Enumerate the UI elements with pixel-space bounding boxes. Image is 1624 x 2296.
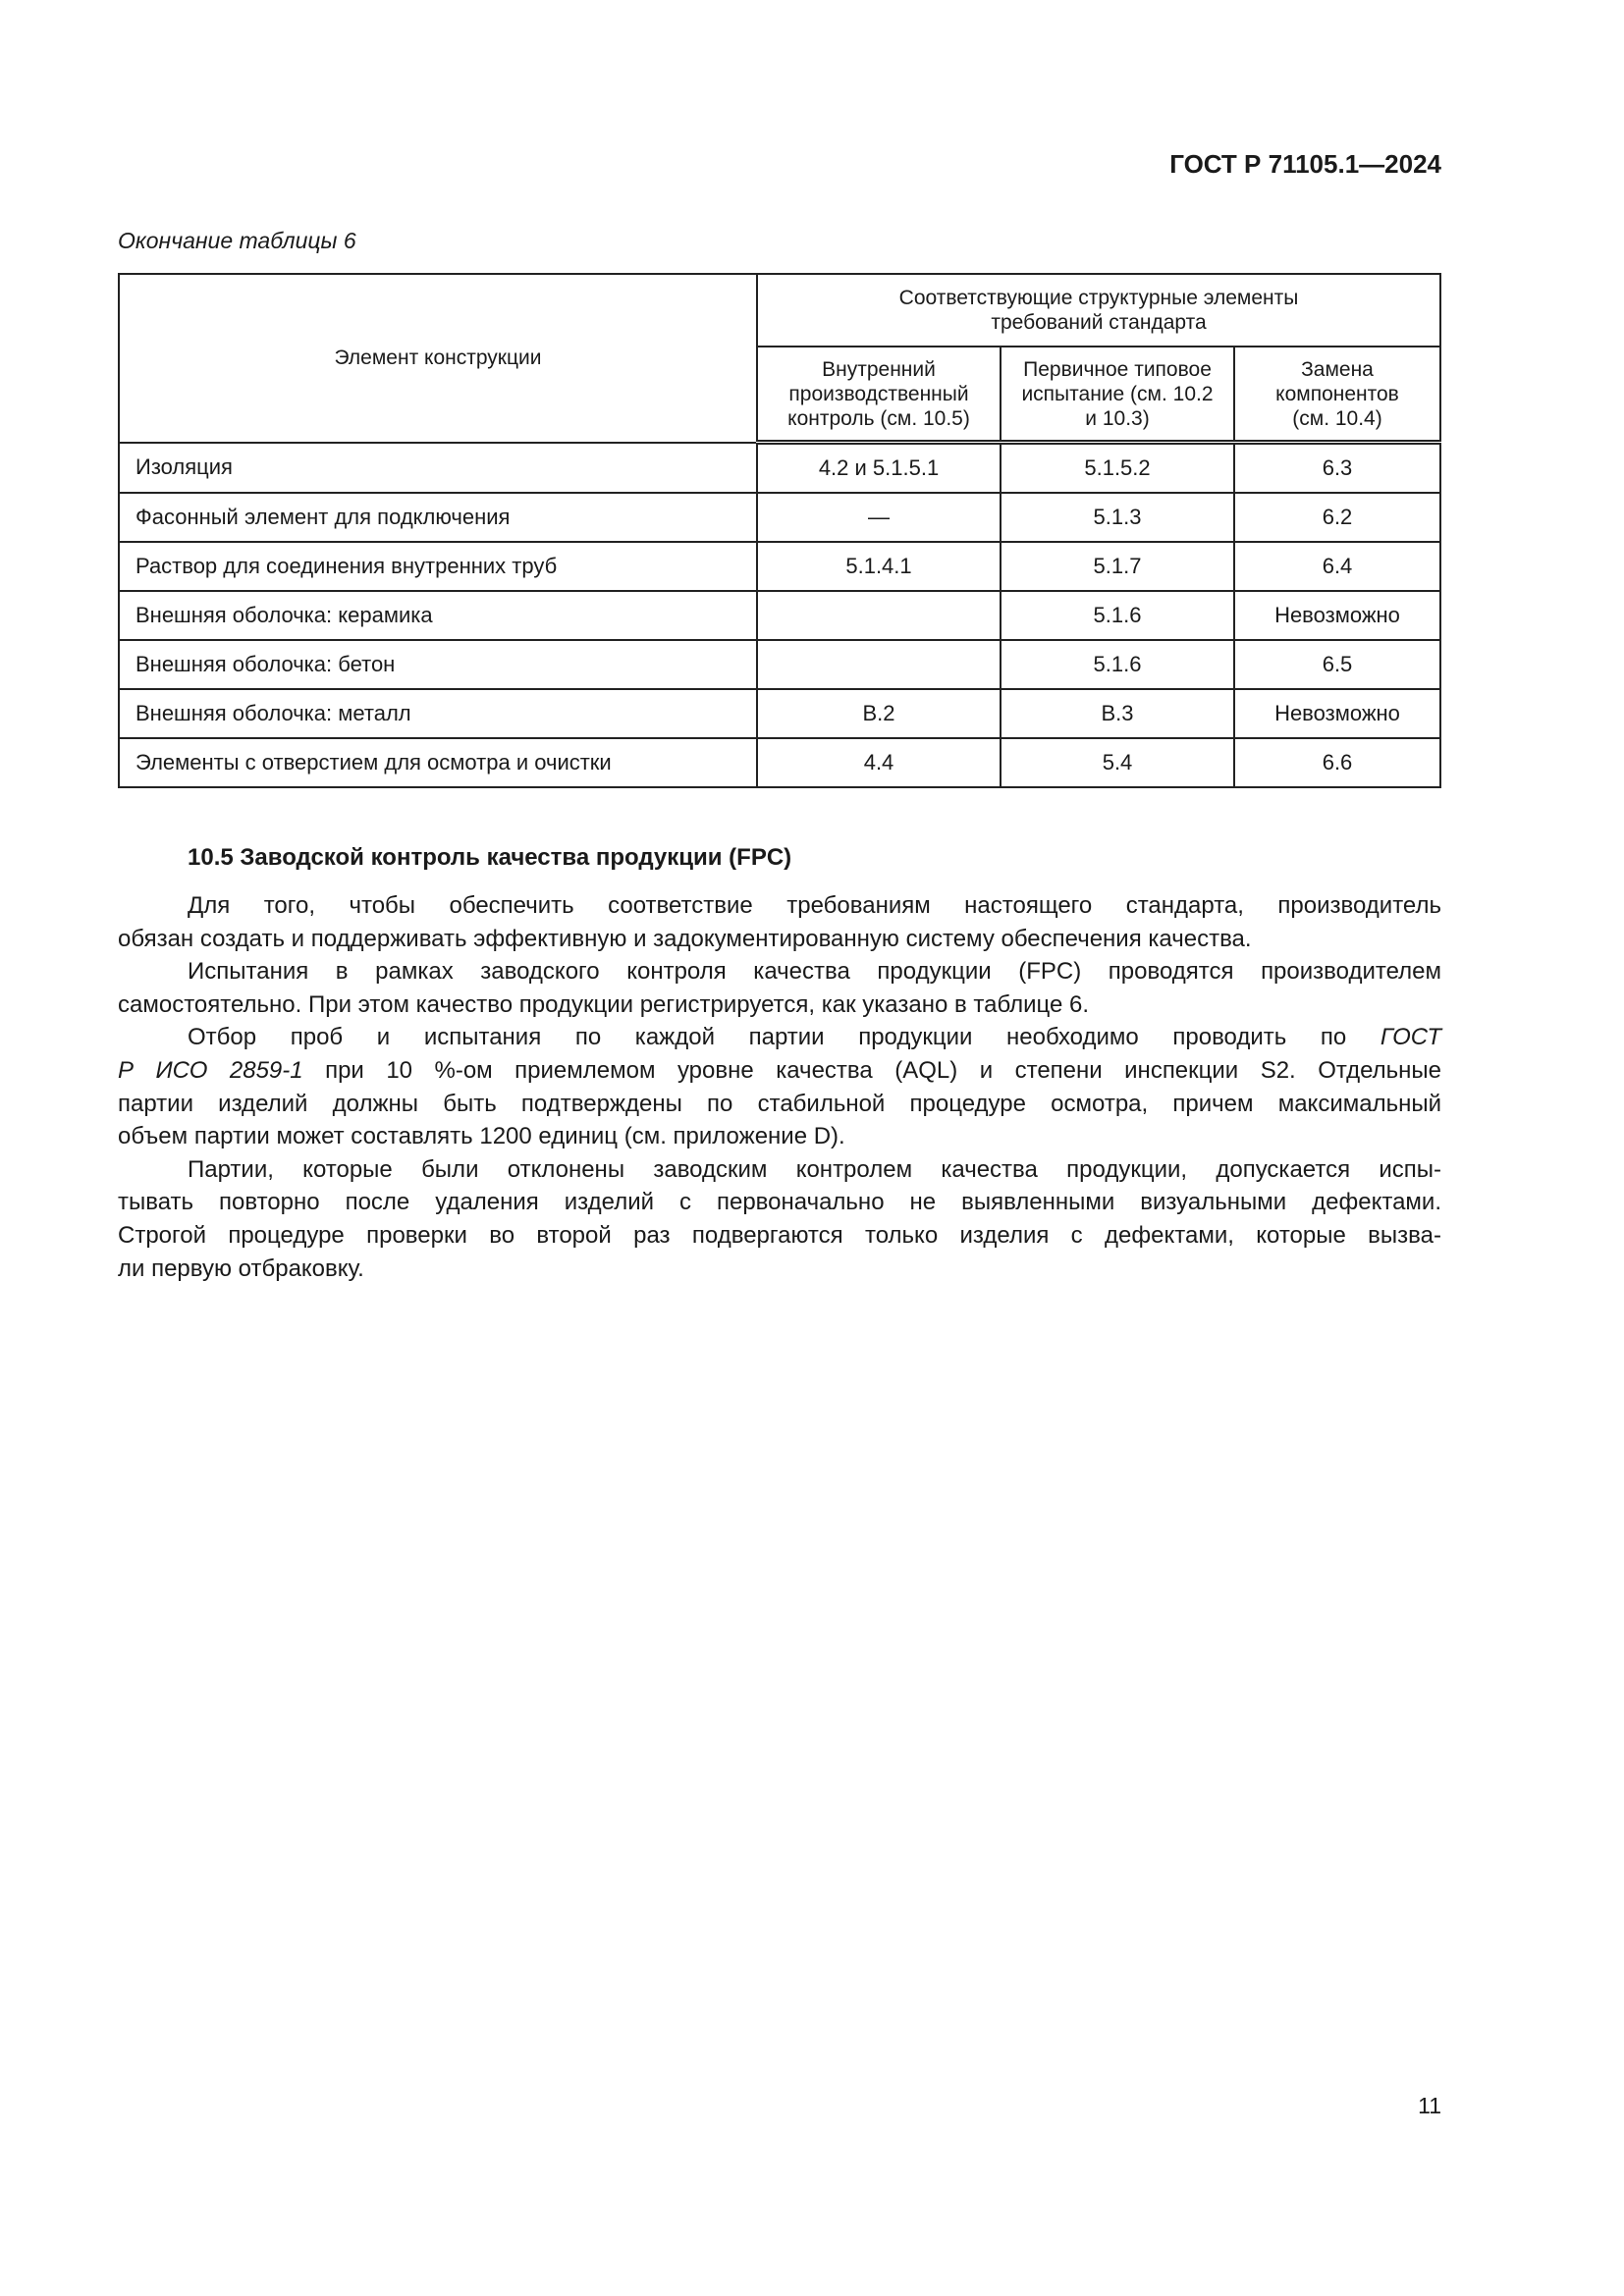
reference-cell [756,639,1001,690]
table-row: Внешняя оболочка: керамика 5.1.6 Невозможн… [118,590,1441,641]
elements-table: Элемент конструкции Соответствующие стру… [118,273,1441,788]
text-run: при 10 %-ом приемлемом уровне качества (… [302,1056,1441,1084]
standard-reference: Р ИСО 2859-1 [118,1056,303,1084]
reference-cell [756,590,1001,641]
standard-reference: ГОСТ [1380,1024,1441,1051]
text-line: Партии, которые были отклонены заводским… [188,1155,1441,1183]
text-line: Отбор проб и испытания по каждой партии … [118,1021,1441,1054]
text-run: Отбор проб и испытания по каждой партии … [188,1024,1380,1051]
table-row: Внешняя оболочка: бетон 5.1.6 6.5 [118,639,1441,690]
element-name-cell: Фасонный элемент для подключения [118,492,758,543]
col-header-text: Первичное типовое испытание (см. 10.2 и … [1021,357,1214,430]
text-line: Испытания в рамках заводского контроля к… [188,958,1441,986]
col-header-internal-control: Внутренний производственный контроль (см… [756,346,1001,445]
text-line: партии изделий должны быть подтверждены … [118,1090,1441,1117]
reference-cell: 5.1.4.1 [756,541,1001,592]
group-header-text: Соответствующие структурные элементы тре… [898,287,1299,334]
col-header-type-test: Первичное типовое испытание (см. 10.2 и … [1000,346,1235,445]
col-header-text: Внутренний производственный контроль (см… [787,357,970,430]
text-line: ли первую отбраковку. [118,1255,364,1282]
text-line: обязан создать и поддерживать эффективну… [118,925,1252,952]
col-header-replacement: Замена компонентов (см. 10.4) [1233,346,1441,445]
reference-cell: 5.4 [1000,737,1235,788]
text-line: тывать повторно после удаления изделий с… [118,1189,1441,1216]
element-name-cell: Элементы с отверстием для осмотра и очис… [118,737,758,788]
col-header-element: Элемент конструкции [118,273,758,444]
reference-cell: B.2 [756,688,1001,739]
reference-cell: — [756,492,1001,543]
text-line: Р ИСО 2859-1 при 10 %-ом приемлемом уров… [118,1054,1441,1088]
reference-cell: 5.1.3 [1000,492,1235,543]
group-header: Соответствующие структурные элементы тре… [756,273,1441,347]
element-name-cell: Внешняя оболочка: бетон [118,639,758,690]
reference-cell: 5.1.7 [1000,541,1235,592]
text-line: Для того, чтобы обеспечить соответствие … [188,892,1441,919]
element-name-cell: Внешняя оболочка: керамика [118,590,758,641]
reference-cell: 5.1.6 [1000,590,1235,641]
reference-cell: 4.2 и 5.1.5.1 [756,441,1001,494]
col-header-text: Замена компонентов (см. 10.4) [1275,357,1399,430]
reference-cell: 6.2 [1233,492,1441,543]
section-heading: 10.5 Заводской контроль качества продукц… [188,844,792,871]
reference-cell: 6.6 [1233,737,1441,788]
document-id: ГОСТ Р 71105.1—2024 [1169,149,1441,179]
reference-cell: 6.3 [1233,441,1441,494]
reference-cell: 6.5 [1233,639,1441,690]
table-row: Раствор для соединения внутренних труб 5.… [118,541,1441,592]
reference-cell: Невозможно [1233,590,1441,641]
table-row: Внешняя оболочка: металл B.2 B.3 Невозможно [118,688,1441,739]
table-row: Элементы с отверстием для осмотра и очис… [118,737,1441,788]
reference-cell: 6.4 [1233,541,1441,592]
section-body: Для того, чтобы обеспечить соответствие … [118,889,1441,1285]
table-caption: Окончание таблицы 6 [118,228,356,253]
element-name-cell: Раствор для соединения внутренних труб [118,541,758,592]
table-row: Фасонный элемент для подключения —5.1.3 6.… [118,492,1441,543]
reference-cell: 4.4 [756,737,1001,788]
reference-cell: Невозможно [1233,688,1441,739]
page-number: 11 [1418,2093,1441,2118]
element-name-cell: Изоляция [118,441,758,494]
element-name-cell: Внешняя оболочка: металл [118,688,758,739]
reference-cell: B.3 [1000,688,1235,739]
text-line: объем партии может составлять 1200 едини… [118,1123,845,1150]
reference-cell: 5.1.5.2 [1000,441,1235,494]
text-line: Строгой процедуре проверки во второй раз… [118,1221,1441,1249]
reference-cell: 5.1.6 [1000,639,1235,690]
table-row: Изоляция 4.2 и 5.1.5.1 5.1.5.2 6.3 [118,441,1441,494]
text-line: самостоятельно. При этом качество продук… [118,990,1090,1018]
